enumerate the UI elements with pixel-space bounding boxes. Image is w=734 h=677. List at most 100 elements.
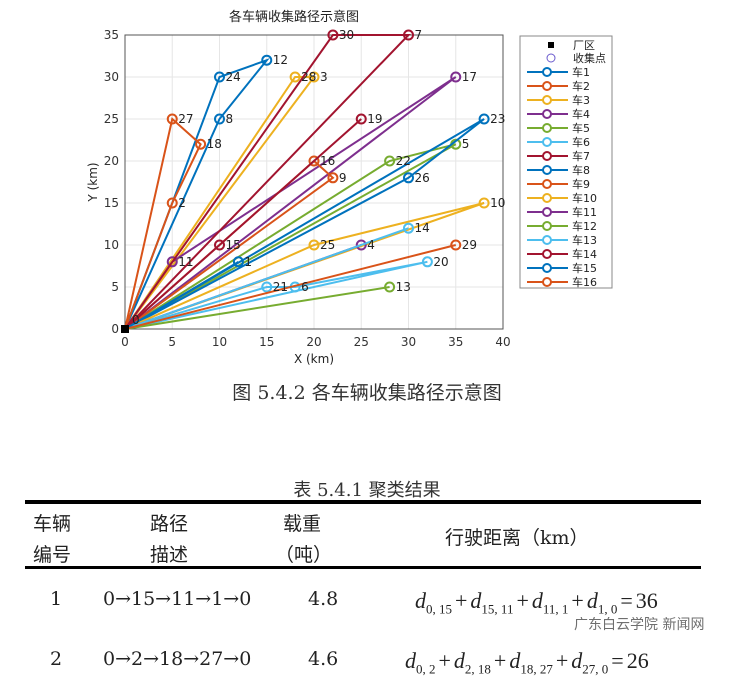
y-axis-label: Y (km) bbox=[86, 162, 100, 202]
point-marker bbox=[403, 29, 414, 41]
point-marker bbox=[478, 113, 490, 125]
point-label: 4 bbox=[367, 238, 375, 252]
x-tick-label: 30 bbox=[401, 335, 416, 349]
depot-marker bbox=[121, 325, 129, 333]
distance-term: d0, 2 bbox=[405, 648, 436, 677]
point-label: 14 bbox=[415, 221, 430, 235]
x-tick-label: 10 bbox=[212, 335, 227, 349]
y-tick-label: 20 bbox=[104, 154, 119, 168]
legend-label-7: 车7 bbox=[572, 149, 590, 163]
legend-marker-icon bbox=[542, 207, 552, 217]
legend-label-4: 车4 bbox=[572, 107, 590, 121]
point-marker bbox=[327, 29, 339, 41]
point-label: 26 bbox=[415, 171, 430, 185]
y-tick-label: 30 bbox=[104, 70, 119, 84]
distance-term: d1, 0 bbox=[586, 588, 618, 617]
point-marker bbox=[478, 197, 490, 209]
legend-marker-icon bbox=[542, 95, 552, 105]
point-label: 2 bbox=[178, 196, 186, 210]
distance-term: d18, 27 bbox=[509, 648, 553, 677]
plot-frame bbox=[124, 34, 504, 330]
point-marker bbox=[261, 281, 273, 293]
legend-marker-icon bbox=[542, 81, 552, 91]
point-label: 10 bbox=[490, 196, 505, 210]
row-distance: d0, 15 + d15, 11 + d11, 1 + d1, 0 = 36 bbox=[415, 588, 658, 617]
legend-label-14: 车14 bbox=[572, 247, 597, 261]
point-label: 27 bbox=[178, 112, 193, 126]
legend-label-2: 车2 bbox=[572, 79, 590, 93]
point-label: 11 bbox=[178, 255, 193, 269]
point-marker bbox=[327, 172, 339, 184]
legend-label-6: 车6 bbox=[572, 135, 590, 149]
point-label: 20 bbox=[433, 255, 448, 269]
legend-label-8: 车8 bbox=[572, 163, 590, 177]
distance-term: d0, 15 bbox=[415, 588, 452, 617]
legend-marker-icon bbox=[542, 165, 552, 175]
point-label: 5 bbox=[462, 137, 470, 151]
distance-term: d2, 18 bbox=[453, 648, 491, 677]
route-line-7 bbox=[124, 34, 411, 330]
route-chart: 0 5 10 15 20 25 30 35 4005101520253035各车辆收集路径示意图… bbox=[86, 9, 613, 366]
point-marker bbox=[308, 155, 320, 167]
point-marker bbox=[384, 281, 396, 293]
table-top-rule bbox=[25, 500, 701, 504]
header-load-1: 载重 bbox=[283, 513, 322, 535]
route-line-15 bbox=[124, 260, 239, 330]
legend-point-icon bbox=[546, 53, 556, 63]
route-line-16 bbox=[124, 244, 456, 330]
point-label: 17 bbox=[462, 70, 477, 84]
distance-term: d27, 0 bbox=[571, 648, 609, 677]
point-label: 19 bbox=[367, 112, 382, 126]
legend-label-15: 车15 bbox=[572, 261, 597, 275]
row-vehicle-id: 2 bbox=[50, 648, 63, 670]
y-tick-label: 15 bbox=[104, 196, 119, 210]
x-axis-label: X (km) bbox=[294, 352, 334, 366]
legend-label-13: 车13 bbox=[572, 233, 597, 247]
route-line-3 bbox=[124, 76, 316, 330]
row-load: 4.8 bbox=[308, 588, 339, 610]
point-label: 6 bbox=[301, 280, 309, 294]
legend-marker-icon bbox=[542, 137, 552, 147]
point-marker bbox=[450, 239, 462, 251]
point-marker bbox=[166, 256, 178, 268]
table-header-rule bbox=[25, 566, 701, 569]
route-line-8 bbox=[124, 118, 485, 330]
x-tick-label: 15 bbox=[259, 335, 274, 349]
x-tick-label: 20 bbox=[306, 335, 321, 349]
legend-label-3: 车3 bbox=[572, 93, 590, 107]
legend-label-11: 车11 bbox=[572, 205, 597, 219]
legend-marker-icon bbox=[542, 151, 552, 161]
point-label: 16 bbox=[320, 154, 335, 168]
point-marker bbox=[214, 71, 225, 83]
y-tick-label: 10 bbox=[104, 238, 119, 252]
point-label: 24 bbox=[226, 70, 241, 84]
legend-marker-icon bbox=[542, 67, 552, 77]
table-caption: 表 5.4.1 聚类结果 bbox=[293, 480, 441, 501]
point-label: 18 bbox=[207, 137, 222, 151]
point-label: 7 bbox=[415, 28, 423, 42]
distance-total: 36 bbox=[635, 588, 658, 613]
legend-marker-icon bbox=[542, 235, 552, 245]
point-label: 25 bbox=[320, 238, 335, 252]
legend-label-16: 车16 bbox=[572, 275, 597, 289]
header-vehicle-2: 编号 bbox=[33, 544, 72, 566]
legend-marker-icon bbox=[542, 193, 552, 203]
point-marker bbox=[421, 256, 433, 268]
row-vehicle-id: 1 bbox=[50, 588, 63, 610]
chart-title: 各车辆收集路径示意图 bbox=[229, 9, 359, 25]
route-line-5 bbox=[124, 143, 457, 330]
legend-marker-icon bbox=[542, 277, 552, 287]
distance-term: d11, 1 bbox=[531, 588, 569, 617]
point-label: 1 bbox=[244, 255, 252, 269]
point-marker bbox=[261, 54, 273, 66]
legend-label-10: 车10 bbox=[572, 191, 597, 205]
legend-marker-icon bbox=[542, 109, 552, 119]
x-tick-label: 25 bbox=[354, 335, 369, 349]
legend-label-1: 车1 bbox=[572, 65, 590, 79]
row-load: 4.6 bbox=[308, 648, 339, 670]
point-marker bbox=[166, 113, 178, 125]
point-label: 12 bbox=[273, 53, 288, 67]
point-label: 3 bbox=[320, 70, 328, 84]
legend-marker-icon bbox=[542, 249, 552, 259]
point-marker bbox=[166, 197, 178, 209]
